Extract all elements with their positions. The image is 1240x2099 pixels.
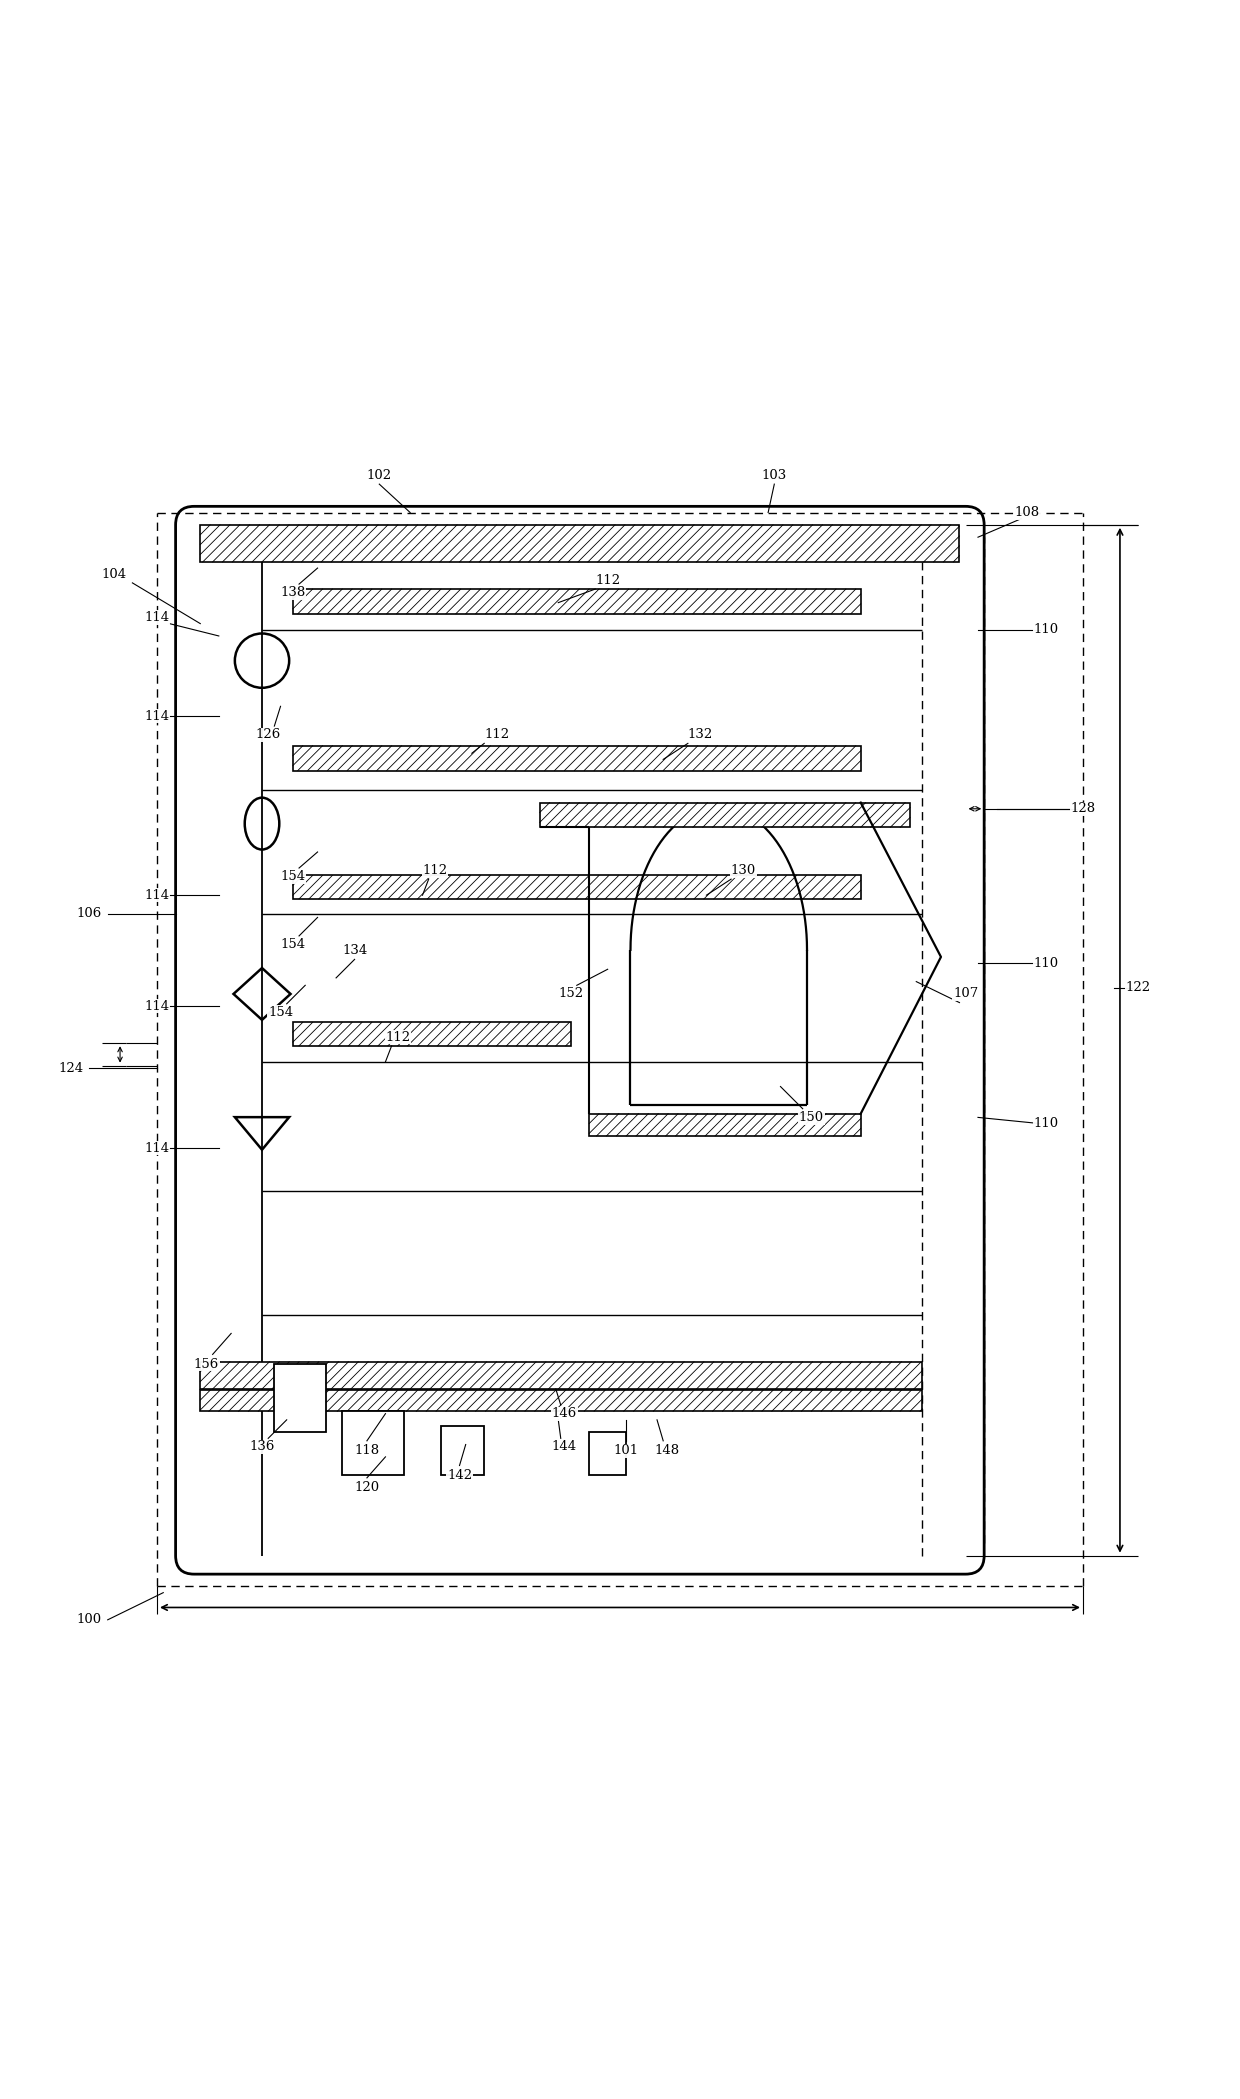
- Text: 112: 112: [595, 573, 620, 588]
- Text: 107: 107: [954, 987, 978, 1001]
- Text: 114: 114: [145, 999, 170, 1014]
- Bar: [274, 1364, 326, 1432]
- Bar: [201, 525, 960, 563]
- Bar: [539, 802, 910, 827]
- Text: 101: 101: [614, 1444, 639, 1457]
- Text: 110: 110: [1033, 957, 1059, 970]
- Bar: [342, 1411, 404, 1476]
- Text: 112: 112: [484, 728, 510, 741]
- Text: 132: 132: [688, 728, 713, 741]
- Text: 104: 104: [102, 567, 126, 581]
- Text: 100: 100: [77, 1614, 102, 1627]
- Text: 156: 156: [193, 1358, 219, 1371]
- Text: 103: 103: [761, 468, 787, 483]
- Bar: [441, 1425, 484, 1476]
- Text: 144: 144: [552, 1440, 577, 1453]
- Text: 114: 114: [145, 611, 170, 623]
- Bar: [293, 1022, 570, 1045]
- Text: 118: 118: [355, 1444, 379, 1457]
- FancyBboxPatch shape: [176, 506, 985, 1574]
- Text: 152: 152: [558, 987, 583, 1001]
- Text: 110: 110: [1033, 623, 1059, 636]
- Text: 154: 154: [268, 1005, 293, 1018]
- Text: 142: 142: [446, 1469, 472, 1482]
- Text: 122: 122: [1126, 980, 1151, 995]
- Text: 130: 130: [730, 865, 756, 877]
- Text: 126: 126: [255, 728, 280, 741]
- Text: 114: 114: [145, 1142, 170, 1154]
- Bar: [293, 875, 861, 898]
- Text: 120: 120: [355, 1482, 379, 1494]
- Bar: [589, 1115, 861, 1136]
- Bar: [293, 590, 861, 613]
- Text: 106: 106: [77, 907, 102, 919]
- Text: 102: 102: [367, 468, 392, 483]
- Text: 154: 154: [280, 938, 305, 951]
- Text: 110: 110: [1033, 1117, 1059, 1129]
- Bar: [293, 745, 861, 770]
- Text: 112: 112: [386, 1031, 410, 1043]
- Text: 148: 148: [655, 1444, 680, 1457]
- Text: 114: 114: [145, 888, 170, 903]
- Bar: [201, 1390, 923, 1411]
- Text: 154: 154: [280, 871, 305, 884]
- Bar: [589, 1432, 626, 1476]
- Bar: [201, 1362, 923, 1390]
- Text: 108: 108: [1014, 506, 1040, 518]
- Text: 134: 134: [342, 945, 367, 957]
- Text: 150: 150: [799, 1110, 823, 1123]
- Text: 124: 124: [58, 1062, 83, 1075]
- Text: 114: 114: [145, 709, 170, 722]
- Text: 136: 136: [249, 1440, 275, 1453]
- Text: 146: 146: [552, 1406, 577, 1421]
- Text: 138: 138: [280, 586, 305, 598]
- Text: 128: 128: [1070, 802, 1095, 814]
- Text: 112: 112: [423, 865, 448, 877]
